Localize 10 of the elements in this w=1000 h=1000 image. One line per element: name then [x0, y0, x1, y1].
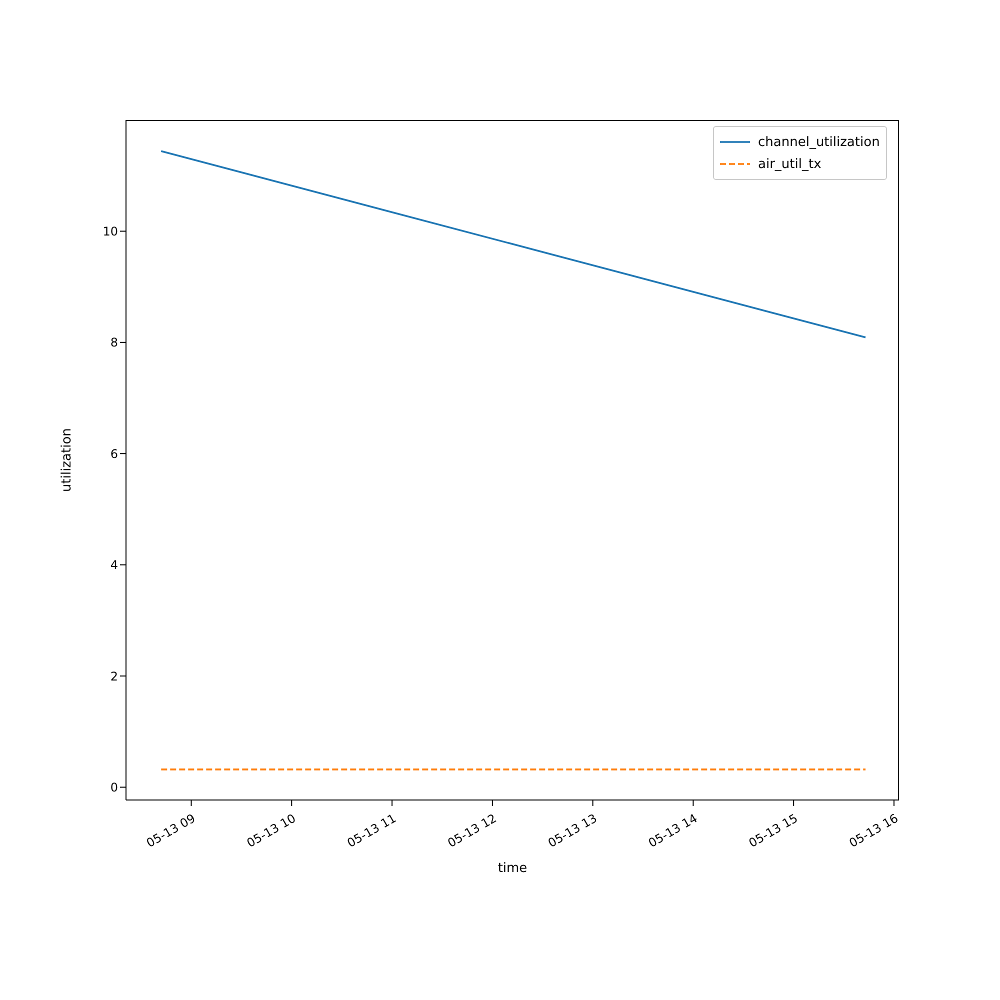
y-tick-label: 6	[110, 446, 118, 461]
y-tick-label: 0	[110, 780, 118, 794]
legend-label: air_util_tx	[758, 156, 822, 172]
y-axis-title: utilization	[60, 428, 75, 492]
y-tick-label: 4	[110, 558, 118, 572]
legend-label: channel_utilization	[758, 134, 880, 150]
y-tick-label: 10	[102, 224, 118, 238]
y-tick-label: 8	[110, 336, 118, 350]
x-axis-title: time	[498, 861, 528, 876]
y-tick-label: 2	[110, 669, 118, 684]
